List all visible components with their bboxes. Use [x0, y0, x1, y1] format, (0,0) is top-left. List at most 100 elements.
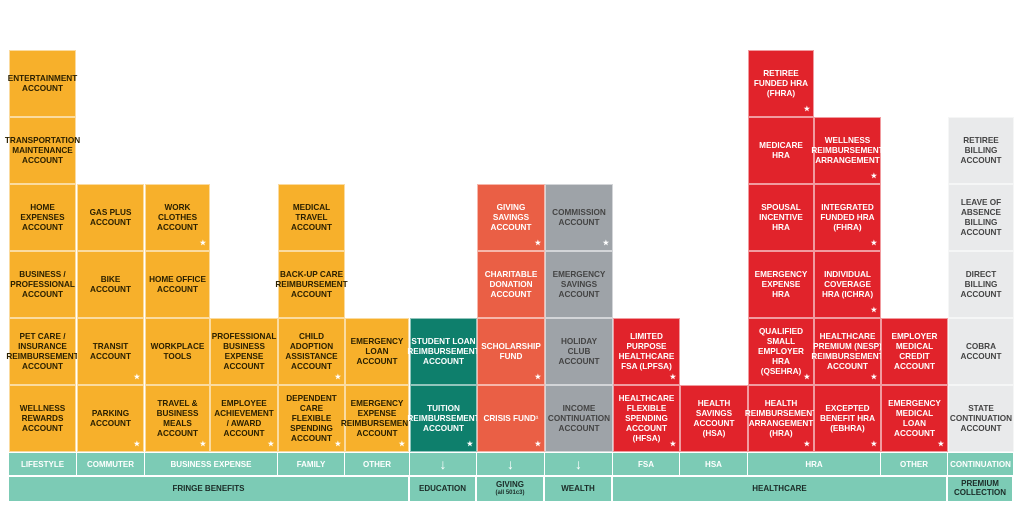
section-label-3: Wealth	[545, 477, 613, 501]
section-label-0: Fringe Benefits	[9, 477, 410, 501]
account-cell-business2-1: Employee Achievement / Award Account ★	[210, 385, 278, 452]
account-cell-fsa-0: Limited Purpose Healthcare FSA (LPFSA) ★	[613, 318, 680, 385]
account-label: Employer Medical Credit Account	[891, 331, 938, 371]
account-cell-education-1: Tuition Reimbursement Account ★	[407, 385, 480, 452]
account-cell-business2-0: Professional Business Expense Account	[210, 318, 278, 385]
account-cell-hra2-0: Wellness Reimbursement Arrangement ★	[811, 117, 884, 184]
account-label: Emergency Savings Account	[552, 269, 606, 299]
section-label-1: Education	[410, 477, 477, 501]
star-icon: ★	[133, 441, 140, 449]
account-cell-hra1-4: Qualified Small Employer HRA (QSEHRA) ★	[748, 318, 814, 385]
account-cell-other-1: Emergency Expense Reimbursement Account ★	[341, 385, 413, 452]
account-label: Wellness Rewards Account	[19, 403, 66, 433]
account-cell-business1-1: Home Office Account	[145, 251, 210, 318]
category-label-1: Commuter	[77, 453, 145, 475]
account-label: Employee Achievement / Award Account	[214, 398, 274, 438]
account-cell-lifestyle-4: Pet Care / Insurance Reimbursement Accou…	[6, 318, 79, 385]
account-label: Integrated Funded HRA (FHRA)	[820, 202, 875, 232]
account-cell-giving-0: Giving Savings Account ★	[477, 184, 545, 251]
account-label: Direct Billing Account	[960, 269, 1002, 299]
star-icon: ★	[669, 374, 676, 382]
star-icon: ★	[133, 374, 140, 382]
account-cell-lifestyle-3: Business / Professional Account	[9, 251, 76, 318]
category-label-2: Business Expense	[145, 453, 278, 475]
account-cell-premium-4: State Continuation Account	[948, 385, 1014, 452]
account-label: Pet Care / Insurance Reimbursement Accou…	[6, 331, 79, 371]
account-cell-commuter-3: Parking Account ★	[77, 385, 144, 452]
account-label: Qualified Small Employer HRA (QSEHRA)	[758, 326, 804, 376]
account-cell-premium-0: Retiree Billing Account	[948, 117, 1014, 184]
account-cell-hra1-0: Retiree Funded HRA (FHRA) ★	[748, 50, 814, 117]
account-cell-lifestyle-1: Transportation Maintenance Account	[5, 117, 80, 184]
account-cell-commuter-0: Gas Plus Account	[77, 184, 144, 251]
category-label-7: ↓	[545, 453, 613, 475]
account-label: Medicare HRA	[759, 140, 803, 160]
account-label: Bike Account	[90, 274, 131, 294]
account-label: Commission Account	[552, 207, 606, 227]
account-label: Medical Travel Account	[291, 202, 332, 232]
section-label-5: Premium Collection	[948, 477, 1014, 501]
account-label: Transportation Maintenance Account	[4, 135, 81, 165]
star-icon: ★	[870, 240, 877, 248]
account-cell-giving-1: Charitable Donation Account	[477, 251, 545, 318]
star-icon: ★	[534, 441, 541, 449]
account-cell-family-0: Medical Travel Account	[278, 184, 345, 251]
account-cell-premium-1: Leave of Absence Billing Account	[948, 184, 1014, 251]
account-cell-hra1-2: Spousal Incentive HRA	[748, 184, 814, 251]
account-label: Emergency Medical Loan Account	[888, 398, 941, 438]
account-label: Emergency Loan Account	[350, 336, 404, 366]
category-label-10: HRA	[748, 453, 881, 475]
account-label: Emergency Expense Reimbursement Account	[340, 398, 414, 438]
account-cell-business1-2: Workplace Tools	[145, 318, 210, 385]
account-label: Leave of Absence Billing Account	[960, 197, 1002, 237]
star-icon: ★	[669, 441, 676, 449]
account-label: Home Expenses Account	[20, 202, 65, 232]
account-cell-education-0: Student Loan Reimbursement Account	[407, 318, 480, 385]
account-cell-business1-3: Travel & Business Meals Account ★	[145, 385, 210, 452]
account-label: Professional Business Expense Account	[211, 331, 277, 371]
account-cell-commuter-1: Bike Account	[77, 251, 144, 318]
account-cell-hra1-1: Medicare HRA	[748, 117, 814, 184]
account-cell-hra1-3: Emergency Expense HRA	[748, 251, 814, 318]
account-label: Limited Purpose Healthcare FSA (LPFSA)	[618, 331, 675, 371]
section-title: Giving	[495, 480, 524, 490]
account-label: Business / Professional Account	[10, 269, 75, 299]
account-label: Holiday Club Account	[558, 336, 600, 366]
category-label-6: ↓	[477, 453, 545, 475]
account-label: Work Clothes Account	[157, 202, 198, 232]
account-label: Student Loan Reimbursement Account	[407, 336, 480, 366]
account-label: Healthcare Premium (NESP) Reimbursement …	[811, 331, 884, 371]
account-cell-business1-0: Work Clothes Account ★	[145, 184, 210, 251]
account-cell-fsa-1: Healthcare Flexible Spending Account (HF…	[613, 385, 680, 452]
account-cell-hra2-1: Integrated Funded HRA (FHRA) ★	[814, 184, 881, 251]
account-label: Retiree Billing Account	[960, 135, 1002, 165]
account-cell-hcother-1: Emergency Medical Loan Account ★	[881, 385, 948, 452]
account-cell-hra2-3: Healthcare Premium (NESP) Reimbursement …	[811, 318, 884, 385]
section-title: Wealth	[561, 483, 595, 493]
account-label: Individual Coverage HRA (ICHRA)	[821, 269, 874, 299]
star-icon: ★	[267, 441, 274, 449]
account-label: Tuition Reimbursement Account	[407, 403, 480, 433]
category-label-0: Lifestyle	[9, 453, 77, 475]
star-icon: ★	[870, 173, 877, 181]
account-label: Child Adoption Assistance Account	[285, 331, 338, 371]
account-cell-family-2: Child Adoption Assistance Account ★	[278, 318, 345, 385]
star-icon: ★	[199, 441, 206, 449]
section-title: Fringe Benefits	[172, 483, 245, 493]
account-label: COBRA Account	[960, 341, 1002, 361]
star-icon: ★	[398, 441, 405, 449]
section-title: Education	[419, 483, 466, 493]
account-cell-wealth-3: Income Continuation Account	[545, 385, 613, 452]
account-label: Crisis Fund¹	[483, 413, 539, 423]
account-label: Health Savings Account (HSA)	[693, 398, 735, 438]
star-icon: ★	[199, 240, 206, 248]
star-icon: ★	[803, 441, 810, 449]
account-label: State Continuation Account	[949, 403, 1013, 433]
account-cell-premium-2: Direct Billing Account	[948, 251, 1014, 318]
star-icon: ★	[334, 441, 341, 449]
section-title: Premium Collection	[954, 479, 1006, 497]
account-label: Back-Up Care Reimbursement Account	[275, 269, 348, 299]
account-label: Scholarship Fund	[481, 341, 541, 361]
star-icon: ★	[334, 374, 341, 382]
account-cell-giving-3: Crisis Fund¹ ★	[477, 385, 545, 452]
